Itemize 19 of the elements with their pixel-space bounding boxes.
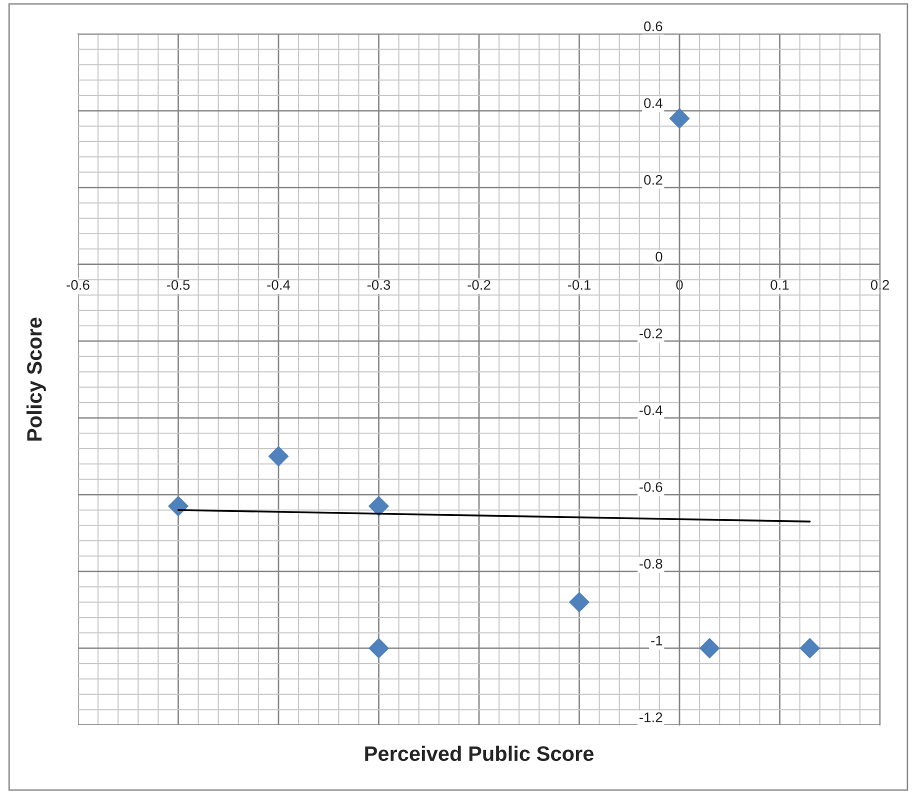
x-tick-label: 0.1: [770, 280, 789, 290]
y-tick-label: -0.6: [640, 482, 662, 492]
x-tick-label: -0.1: [568, 280, 591, 290]
y-tick-label: 0.2: [644, 174, 662, 185]
y-tick-label: -1.2: [640, 712, 662, 722]
y-tick-label: 0.6: [644, 21, 662, 32]
y-tick-label: 0.4: [644, 98, 662, 108]
x-tick-label: -0.2: [468, 280, 490, 290]
y-tick-label: -0.8: [640, 558, 662, 569]
x-tick-label: -0.6: [66, 280, 90, 290]
x-tick-label: -0.4: [267, 280, 290, 290]
x-axis-title: Perceived Public Score: [365, 746, 594, 762]
x-tick-label: -0.3: [367, 280, 390, 290]
y-tick-label: 0: [656, 252, 662, 262]
y-tick-label: -1: [651, 636, 662, 646]
y-tick-label: -0.2: [640, 328, 662, 338]
y-axis-title: Policy Score: [26, 318, 46, 441]
y-tick-label: -0.4: [640, 405, 662, 416]
x-tick-label: -0.5: [166, 280, 190, 290]
